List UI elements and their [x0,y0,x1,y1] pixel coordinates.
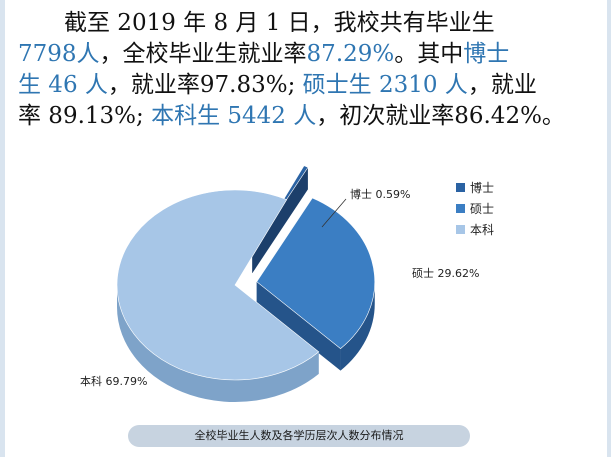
chart-caption: 全校毕业生人数及各学历层次人数分布情况 [128,425,470,447]
master-rate: 率 89.13%; [18,103,152,129]
legend-swatch [456,204,465,213]
data-label-phd: 博士 0.59% [350,188,410,201]
summary-line-1: 截至 2019 年 8 月 1 日，我校共有毕业生 [18,8,598,39]
phd-count: 生 46 人 [18,72,108,98]
pie-slice-wall-master [256,281,341,371]
bachelor-rate: ，初次就业率86.42%。 [316,103,565,129]
summary-line-4: 率 89.13%; 本科生 5442 人，初次就业率86.42%。 [18,101,598,132]
legend-item-phd: 博士 [456,180,494,195]
summary-date-total: 截至 2019 年 8 月 1 日，我校共有毕业生 [64,10,495,36]
pie-slice-side-master [340,281,375,371]
phd-label-part: 博士 [463,41,510,67]
master-count: 硕士生 2310 人 [302,72,468,98]
pie-slice-side-bachelor [117,285,319,403]
pie-slice-wall-phd [252,167,308,274]
legend-swatch [456,225,465,234]
legend-label: 本科 [470,223,494,237]
summary-text: 截至 2019 年 8 月 1 日，我校共有毕业生 7798人，全校毕业生就业率… [18,8,598,132]
total-graduates: 7798人 [18,41,100,67]
bachelor-count: 本科生 5442 人 [151,103,317,129]
data-label-bachelor: 本科 69.79% [80,374,147,388]
overall-rate-value: 87.29% [306,41,395,67]
pie-slice-master [256,197,375,349]
pie-slice-bachelor [116,189,320,381]
master-rate-label: ，就业 [467,72,537,98]
legend-item-master: 硕士 [456,202,494,216]
slide-frame-right [607,0,611,457]
summary-line-3: 生 46 人，就业率97.83%; 硕士生 2310 人，就业 [18,70,598,101]
legend-label: 博士 [470,180,494,195]
legend-swatch [456,183,465,192]
legend-label: 硕士 [470,202,494,216]
summary-line-2: 7798人，全校毕业生就业率87.29%。其中博士 [18,39,598,70]
among-them-text: 。其中 [394,41,464,67]
slide-frame-left [0,0,5,457]
phd-rate: ，就业率97.83%; [107,72,303,98]
legend-item-bachelor: 本科 [456,223,494,237]
leader-line-phd [321,198,347,228]
pie-slices [116,165,375,381]
overall-rate-label: ，全校毕业生就业率 [99,41,307,67]
data-label-master: 硕士 29.62% [412,267,479,280]
